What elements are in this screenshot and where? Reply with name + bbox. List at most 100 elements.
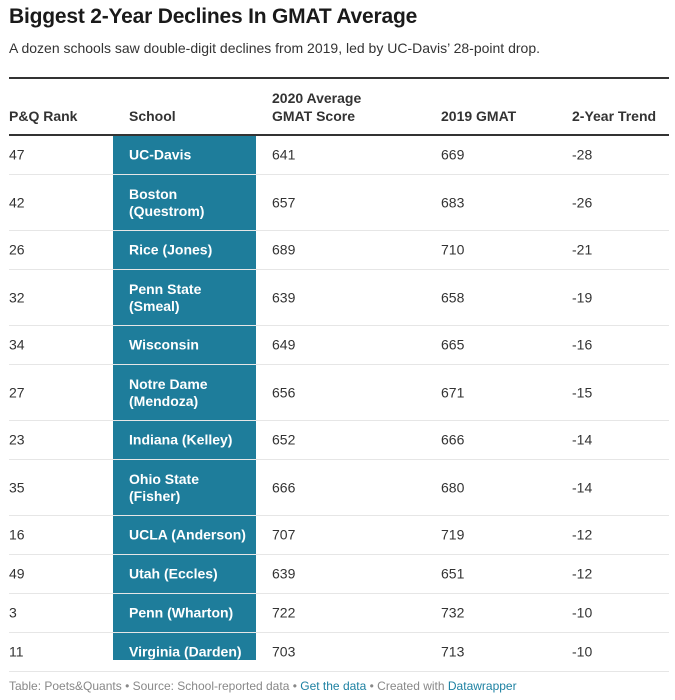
cell-gmat-2019: 710	[441, 241, 465, 258]
datawrapper-link[interactable]: Datawrapper	[447, 679, 517, 693]
table-row: 42 Boston (Questrom) 657 683 -26	[9, 175, 669, 231]
cell-gmat-2020: 656	[272, 384, 296, 400]
cell-rank: 34	[9, 336, 25, 353]
table-header-rule	[9, 134, 669, 136]
cell-school-line: Notre Dame	[129, 375, 208, 392]
header-school: School	[129, 108, 176, 124]
cell-gmat-2020: 703	[272, 643, 296, 660]
cell-gmat-2019: 683	[441, 194, 465, 210]
cell-gmat-2020: 707	[272, 526, 296, 543]
cell-gmat-2019: 651	[441, 565, 465, 582]
header-gmat-2020-line1: 2020 Average	[272, 90, 362, 106]
cell-gmat-2020: 689	[272, 241, 296, 258]
cell-trend: -12	[572, 526, 593, 543]
cell-school-line: Wisconsin	[129, 336, 199, 353]
cell-trend: -15	[572, 384, 593, 400]
cell-rank: 49	[9, 565, 25, 582]
table-header: P&Q Rank School 2020 Average GMAT Score …	[9, 79, 669, 134]
cell-school: Virginia (Darden)	[129, 644, 259, 661]
cell-school: Penn State (Smeal)	[129, 281, 259, 315]
table-row: 23 Indiana (Kelley) 652 666 -14	[9, 421, 669, 460]
get-the-data-link[interactable]: Get the data	[300, 679, 367, 693]
cell-gmat-2019: 719	[441, 526, 465, 543]
school-column-highlight	[113, 136, 256, 660]
cell-school-line: (Fisher)	[129, 487, 181, 504]
cell-school-line: (Mendoza)	[129, 392, 199, 409]
cell-school: Utah (Eccles)	[129, 566, 259, 583]
header-trend: 2-Year Trend	[572, 108, 657, 124]
cell-school-line: Boston	[129, 185, 178, 202]
cell-school-line: Rice (Jones)	[129, 241, 213, 258]
cell-trend: -12	[572, 565, 593, 582]
cell-gmat-2020: 649	[272, 336, 296, 353]
cell-trend: -16	[572, 336, 593, 353]
cell-school: Notre Dame (Mendoza)	[129, 376, 259, 410]
cell-gmat-2019: 666	[441, 431, 465, 448]
cell-gmat-2020: 641	[272, 146, 296, 163]
table-row: 49 Utah (Eccles) 639 651 -12	[9, 555, 669, 594]
cell-gmat-2020: 657	[272, 194, 296, 210]
cell-gmat-2019: 680	[441, 479, 465, 495]
cell-school: Ohio State (Fisher)	[129, 471, 259, 505]
header-gmat-2019: 2019 GMAT	[441, 108, 517, 124]
cell-rank: 32	[9, 289, 25, 305]
table-row: 27 Notre Dame (Mendoza) 656 671 -15	[9, 365, 669, 421]
cell-gmat-2019: 665	[441, 336, 465, 353]
cell-school: Indiana (Kelley)	[129, 432, 259, 449]
cell-school-line: (Smeal)	[129, 297, 180, 314]
cell-gmat-2019: 732	[441, 604, 465, 621]
cell-rank: 3	[9, 604, 17, 621]
table-body: 47 UC-Davis 641 669 -28 42 Boston (Questrom) 657…	[9, 136, 669, 672]
chart-subtitle: A dozen schools saw double-digit decline…	[9, 40, 540, 56]
table-row: 32 Penn State (Smeal) 639 658 -19	[9, 270, 669, 326]
cell-gmat-2020: 722	[272, 604, 296, 621]
cell-rank: 42	[9, 194, 25, 210]
table-row: 16 UCLA (Anderson) 707 719 -12	[9, 516, 669, 555]
chart-title: Biggest 2-Year Declines In GMAT Average	[9, 5, 418, 28]
cell-school: Rice (Jones)	[129, 242, 259, 259]
cell-rank: 16	[9, 526, 25, 543]
cell-rank: 27	[9, 384, 25, 400]
cell-school-line: UC-Davis	[129, 146, 192, 163]
cell-gmat-2019: 671	[441, 384, 465, 400]
cell-trend: -28	[572, 146, 593, 163]
header-gmat-2020-line2: GMAT Score	[272, 108, 355, 124]
cell-school: UCLA (Anderson)	[129, 527, 259, 544]
cell-school: Wisconsin	[129, 337, 259, 354]
header-gmat-2020: 2020 Average GMAT Score	[272, 89, 361, 125]
cell-school-line: Virginia (Darden)	[129, 643, 242, 660]
footer-created: • Created with	[369, 679, 445, 693]
cell-gmat-2020: 652	[272, 431, 296, 448]
table-row: 47 UC-Davis 641 669 -28	[9, 136, 669, 175]
cell-school-line: Penn State	[129, 280, 202, 297]
cell-gmat-2019: 669	[441, 146, 465, 163]
cell-school-line: UCLA (Anderson)	[129, 526, 246, 543]
cell-gmat-2020: 639	[272, 565, 296, 582]
table-row: 34 Wisconsin 649 665 -16	[9, 326, 669, 365]
cell-school-line: (Questrom)	[129, 202, 205, 219]
cell-gmat-2020: 666	[272, 479, 296, 495]
cell-trend: -14	[572, 479, 593, 495]
table-row: 26 Rice (Jones) 689 710 -21	[9, 231, 669, 270]
chart-footer: Table: Poets&Quants • Source: School-rep…	[9, 679, 517, 693]
cell-school-line: Penn (Wharton)	[129, 604, 234, 621]
cell-rank: 47	[9, 146, 25, 163]
cell-rank: 26	[9, 241, 25, 258]
cell-school: UC-Davis	[129, 147, 259, 164]
table-row: 11 Virginia (Darden) 703 713 -10	[9, 633, 669, 672]
cell-trend: -14	[572, 431, 593, 448]
cell-gmat-2019: 713	[441, 643, 465, 660]
table-row: 3 Penn (Wharton) 722 732 -10	[9, 594, 669, 633]
cell-school-line: Indiana (Kelley)	[129, 431, 233, 448]
table-row: 35 Ohio State (Fisher) 666 680 -14	[9, 460, 669, 516]
cell-rank: 11	[9, 643, 24, 660]
cell-trend: -10	[572, 604, 593, 621]
cell-rank: 23	[9, 431, 25, 448]
cell-school: Penn (Wharton)	[129, 605, 259, 622]
table-top-rule	[9, 77, 669, 79]
cell-trend: -21	[572, 241, 593, 258]
cell-school-line: Ohio State	[129, 470, 200, 487]
cell-trend: -19	[572, 289, 593, 305]
cell-gmat-2020: 639	[272, 289, 296, 305]
cell-trend: -26	[572, 194, 593, 210]
